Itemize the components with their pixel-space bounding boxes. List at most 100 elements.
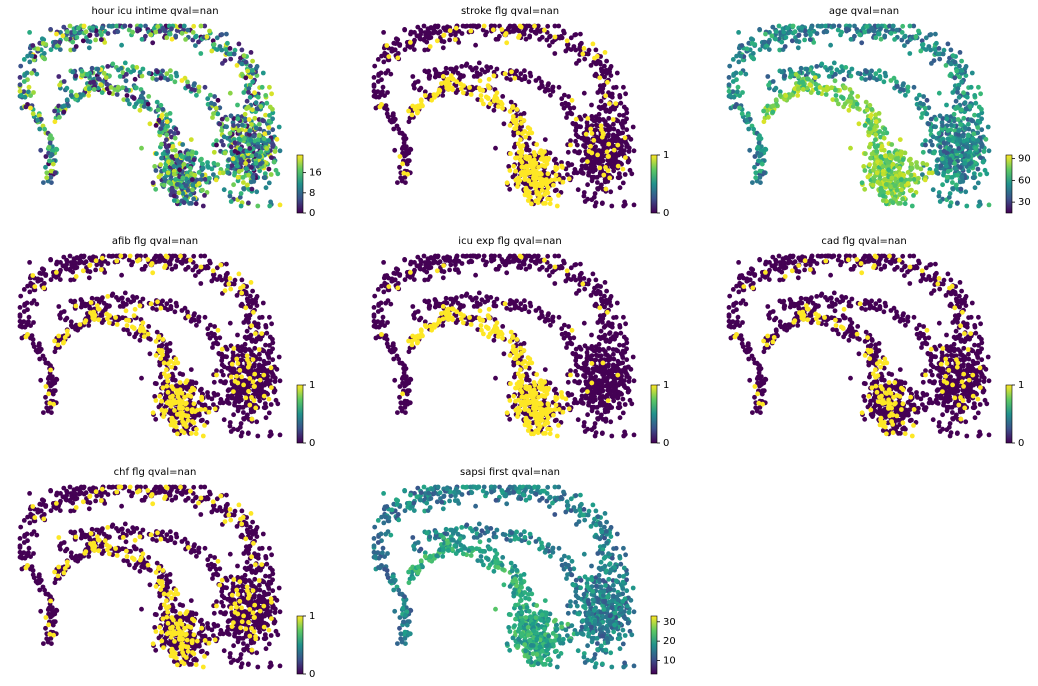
data-point bbox=[922, 105, 928, 111]
data-point bbox=[567, 105, 573, 111]
data-point bbox=[125, 297, 131, 303]
data-point bbox=[146, 94, 152, 99]
data-point bbox=[761, 39, 767, 45]
data-point bbox=[179, 308, 185, 313]
data-point bbox=[114, 92, 120, 97]
data-point bbox=[198, 23, 204, 29]
data-point bbox=[881, 135, 887, 141]
data-point bbox=[578, 124, 583, 130]
data-point bbox=[888, 30, 894, 36]
data-point bbox=[500, 94, 506, 99]
data-point bbox=[244, 106, 250, 111]
data-point bbox=[902, 34, 907, 40]
data-point bbox=[44, 405, 50, 411]
data-point bbox=[953, 106, 958, 111]
data-point bbox=[263, 185, 269, 191]
data-point bbox=[372, 63, 378, 69]
data-point bbox=[881, 131, 886, 136]
data-point bbox=[238, 203, 244, 209]
data-point bbox=[955, 89, 960, 95]
data-point bbox=[52, 39, 58, 45]
data-point bbox=[874, 170, 880, 176]
data-point bbox=[146, 335, 152, 341]
data-point bbox=[947, 157, 953, 163]
data-point bbox=[808, 37, 813, 42]
data-point bbox=[553, 172, 559, 178]
data-point bbox=[99, 25, 105, 31]
data-point bbox=[865, 117, 871, 123]
data-point bbox=[249, 122, 254, 127]
data-point bbox=[864, 107, 870, 113]
data-point bbox=[171, 198, 177, 203]
data-point bbox=[814, 31, 820, 36]
data-point bbox=[61, 79, 67, 84]
data-point bbox=[165, 170, 171, 176]
data-point bbox=[80, 38, 86, 44]
data-point bbox=[47, 158, 52, 164]
data-point bbox=[257, 351, 262, 357]
data-point bbox=[114, 23, 119, 29]
data-point bbox=[545, 171, 551, 177]
data-point bbox=[603, 165, 608, 170]
data-point bbox=[750, 51, 756, 56]
data-point bbox=[263, 93, 269, 98]
data-point bbox=[406, 119, 412, 125]
data-point bbox=[185, 151, 191, 157]
data-point bbox=[846, 107, 852, 113]
data-point bbox=[969, 70, 975, 76]
data-point bbox=[239, 277, 245, 283]
colorbar-tick-label: 90 bbox=[1018, 154, 1031, 165]
data-point bbox=[124, 301, 129, 307]
data-point bbox=[608, 106, 614, 111]
data-point bbox=[232, 140, 238, 146]
data-point bbox=[836, 23, 842, 29]
data-point bbox=[46, 144, 52, 150]
data-point bbox=[749, 40, 755, 46]
data-point bbox=[950, 180, 955, 185]
data-point bbox=[231, 281, 237, 287]
data-point bbox=[183, 37, 189, 42]
data-point bbox=[139, 266, 145, 272]
data-point bbox=[856, 121, 862, 127]
data-point bbox=[122, 290, 128, 296]
data-point bbox=[930, 134, 936, 140]
data-point bbox=[726, 75, 732, 80]
data-point bbox=[490, 27, 496, 33]
data-point bbox=[893, 156, 899, 162]
data-point bbox=[773, 85, 779, 91]
data-point bbox=[172, 79, 178, 85]
data-point bbox=[509, 69, 514, 75]
data-point bbox=[262, 361, 268, 367]
data-point bbox=[402, 133, 407, 139]
data-point bbox=[870, 182, 876, 188]
data-point bbox=[158, 102, 164, 108]
data-point bbox=[782, 44, 788, 49]
data-point bbox=[522, 68, 527, 74]
data-point bbox=[48, 168, 54, 174]
data-point bbox=[418, 97, 424, 103]
data-point bbox=[52, 170, 58, 176]
data-point bbox=[202, 23, 208, 29]
data-point bbox=[410, 74, 416, 79]
data-point bbox=[172, 131, 177, 136]
data-point bbox=[85, 268, 91, 274]
data-point bbox=[137, 69, 143, 75]
data-point bbox=[270, 127, 276, 133]
data-point bbox=[959, 79, 965, 85]
data-point bbox=[882, 126, 888, 132]
data-point bbox=[859, 40, 865, 46]
data-point bbox=[140, 66, 146, 72]
data-point bbox=[832, 78, 838, 84]
data-point bbox=[426, 29, 432, 35]
data-point bbox=[905, 170, 911, 175]
data-point bbox=[924, 162, 930, 168]
data-point bbox=[120, 85, 125, 91]
data-point bbox=[937, 199, 943, 204]
data-point bbox=[25, 283, 30, 289]
data-point bbox=[922, 177, 928, 183]
data-point bbox=[21, 309, 27, 314]
data-point bbox=[807, 82, 813, 87]
data-point bbox=[60, 33, 66, 39]
data-point bbox=[930, 187, 936, 193]
